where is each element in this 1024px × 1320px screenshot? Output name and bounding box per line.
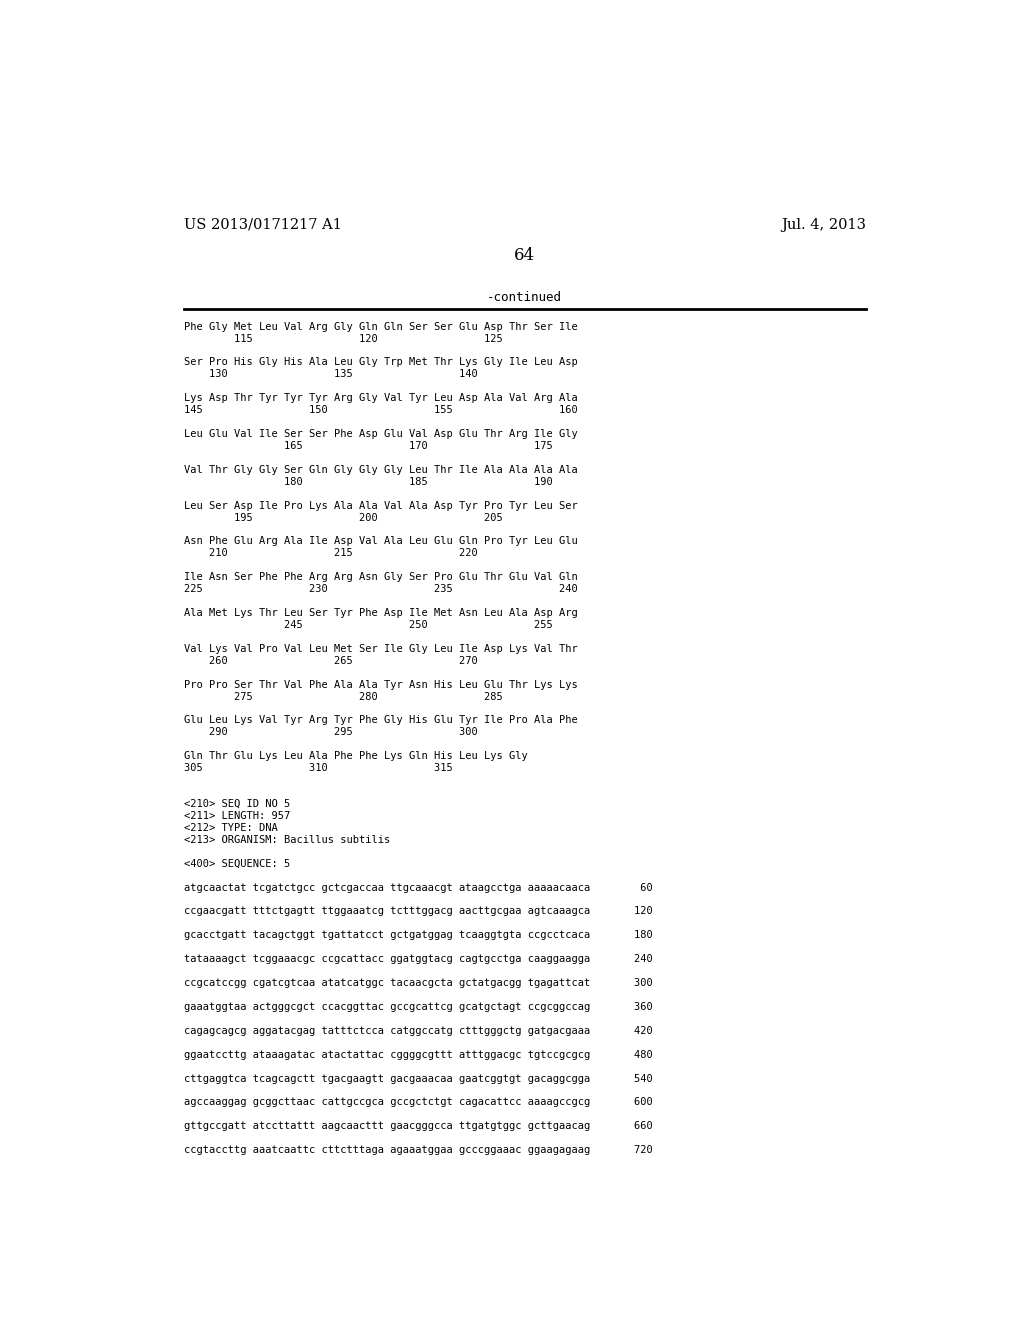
Text: agccaaggag gcggcttaac cattgccgca gccgctctgt cagacattcc aaaagccgcg       600: agccaaggag gcggcttaac cattgccgca gccgctc…: [183, 1097, 652, 1107]
Text: Gln Thr Glu Lys Leu Ala Phe Phe Lys Gln His Leu Lys Gly: Gln Thr Glu Lys Leu Ala Phe Phe Lys Gln …: [183, 751, 527, 762]
Text: 275                 280                 285: 275 280 285: [183, 692, 503, 702]
Text: 290                 295                 300: 290 295 300: [183, 727, 477, 738]
Text: 115                 120                 125: 115 120 125: [183, 334, 503, 343]
Text: Jul. 4, 2013: Jul. 4, 2013: [781, 218, 866, 232]
Text: Val Thr Gly Gly Ser Gln Gly Gly Gly Leu Thr Ile Ala Ala Ala Ala: Val Thr Gly Gly Ser Gln Gly Gly Gly Leu …: [183, 465, 578, 475]
Text: Ala Met Lys Thr Leu Ser Tyr Phe Asp Ile Met Asn Leu Ala Asp Arg: Ala Met Lys Thr Leu Ser Tyr Phe Asp Ile …: [183, 609, 578, 618]
Text: <211> LENGTH: 957: <211> LENGTH: 957: [183, 810, 290, 821]
Text: 145                 150                 155                 160: 145 150 155 160: [183, 405, 578, 416]
Text: Phe Gly Met Leu Val Arg Gly Gln Gln Ser Ser Glu Asp Thr Ser Ile: Phe Gly Met Leu Val Arg Gly Gln Gln Ser …: [183, 322, 578, 331]
Text: 64: 64: [514, 247, 536, 264]
Text: ccgaacgatt tttctgagtt ttggaaatcg tctttggacg aacttgcgaa agtcaaagca       120: ccgaacgatt tttctgagtt ttggaaatcg tctttgg…: [183, 907, 652, 916]
Text: Lys Asp Thr Tyr Tyr Tyr Arg Gly Val Tyr Leu Asp Ala Val Arg Ala: Lys Asp Thr Tyr Tyr Tyr Arg Gly Val Tyr …: [183, 393, 578, 403]
Text: gaaatggtaa actgggcgct ccacggttac gccgcattcg gcatgctagt ccgcggccag       360: gaaatggtaa actgggcgct ccacggttac gccgcat…: [183, 1002, 652, 1012]
Text: Ile Asn Ser Phe Phe Arg Arg Asn Gly Ser Pro Glu Thr Glu Val Gln: Ile Asn Ser Phe Phe Arg Arg Asn Gly Ser …: [183, 573, 578, 582]
Text: Val Lys Val Pro Val Leu Met Ser Ile Gly Leu Ile Asp Lys Val Thr: Val Lys Val Pro Val Leu Met Ser Ile Gly …: [183, 644, 578, 653]
Text: <212> TYPE: DNA: <212> TYPE: DNA: [183, 822, 278, 833]
Text: cttgaggtca tcagcagctt tgacgaagtt gacgaaacaa gaatcggtgt gacaggcgga       540: cttgaggtca tcagcagctt tgacgaagtt gacgaaa…: [183, 1073, 652, 1084]
Text: ccgcatccgg cgatcgtcaa atatcatggc tacaacgcta gctatgacgg tgagattcat       300: ccgcatccgg cgatcgtcaa atatcatggc tacaacg…: [183, 978, 652, 989]
Text: <210> SEQ ID NO 5: <210> SEQ ID NO 5: [183, 799, 290, 809]
Text: Leu Ser Asp Ile Pro Lys Ala Ala Val Ala Asp Tyr Pro Tyr Leu Ser: Leu Ser Asp Ile Pro Lys Ala Ala Val Ala …: [183, 500, 578, 511]
Text: tataaaagct tcggaaacgc ccgcattacc ggatggtacg cagtgcctga caaggaagga       240: tataaaagct tcggaaacgc ccgcattacc ggatggt…: [183, 954, 652, 964]
Text: US 2013/0171217 A1: US 2013/0171217 A1: [183, 218, 342, 232]
Text: 225                 230                 235                 240: 225 230 235 240: [183, 585, 578, 594]
Text: Ser Pro His Gly His Ala Leu Gly Trp Met Thr Lys Gly Ile Leu Asp: Ser Pro His Gly His Ala Leu Gly Trp Met …: [183, 358, 578, 367]
Text: Pro Pro Ser Thr Val Phe Ala Ala Tyr Asn His Leu Glu Thr Lys Lys: Pro Pro Ser Thr Val Phe Ala Ala Tyr Asn …: [183, 680, 578, 689]
Text: ccgtaccttg aaatcaattc cttctttaga agaaatggaa gcccggaaac ggaagagaag       720: ccgtaccttg aaatcaattc cttctttaga agaaatg…: [183, 1146, 652, 1155]
Text: <213> ORGANISM: Bacillus subtilis: <213> ORGANISM: Bacillus subtilis: [183, 834, 390, 845]
Text: gttgccgatt atccttattt aagcaacttt gaacgggcca ttgatgtggc gcttgaacag       660: gttgccgatt atccttattt aagcaacttt gaacggg…: [183, 1121, 652, 1131]
Text: 180                 185                 190: 180 185 190: [183, 477, 553, 487]
Text: -continued: -continued: [487, 290, 562, 304]
Text: 260                 265                 270: 260 265 270: [183, 656, 477, 665]
Text: 195                 200                 205: 195 200 205: [183, 512, 503, 523]
Text: 130                 135                 140: 130 135 140: [183, 370, 477, 379]
Text: 245                 250                 255: 245 250 255: [183, 620, 553, 630]
Text: Glu Leu Lys Val Tyr Arg Tyr Phe Gly His Glu Tyr Ile Pro Ala Phe: Glu Leu Lys Val Tyr Arg Tyr Phe Gly His …: [183, 715, 578, 726]
Text: gcacctgatt tacagctggt tgattatcct gctgatggag tcaaggtgta ccgcctcaca       180: gcacctgatt tacagctggt tgattatcct gctgatg…: [183, 931, 652, 940]
Text: 210                 215                 220: 210 215 220: [183, 548, 477, 558]
Text: 305                 310                 315: 305 310 315: [183, 763, 453, 774]
Text: Leu Glu Val Ile Ser Ser Phe Asp Glu Val Asp Glu Thr Arg Ile Gly: Leu Glu Val Ile Ser Ser Phe Asp Glu Val …: [183, 429, 578, 440]
Text: 165                 170                 175: 165 170 175: [183, 441, 553, 451]
Text: Asn Phe Glu Arg Ala Ile Asp Val Ala Leu Glu Gln Pro Tyr Leu Glu: Asn Phe Glu Arg Ala Ile Asp Val Ala Leu …: [183, 536, 578, 546]
Text: <400> SEQUENCE: 5: <400> SEQUENCE: 5: [183, 859, 290, 869]
Text: ggaatccttg ataaagatac atactattac cggggcgttt atttggacgc tgtccgcgcg       480: ggaatccttg ataaagatac atactattac cggggcg…: [183, 1049, 652, 1060]
Text: cagagcagcg aggatacgag tatttctcca catggccatg ctttgggctg gatgacgaaa       420: cagagcagcg aggatacgag tatttctcca catggcc…: [183, 1026, 652, 1036]
Text: atgcaactat tcgatctgcc gctcgaccaa ttgcaaacgt ataagcctga aaaaacaaca        60: atgcaactat tcgatctgcc gctcgaccaa ttgcaaa…: [183, 883, 652, 892]
